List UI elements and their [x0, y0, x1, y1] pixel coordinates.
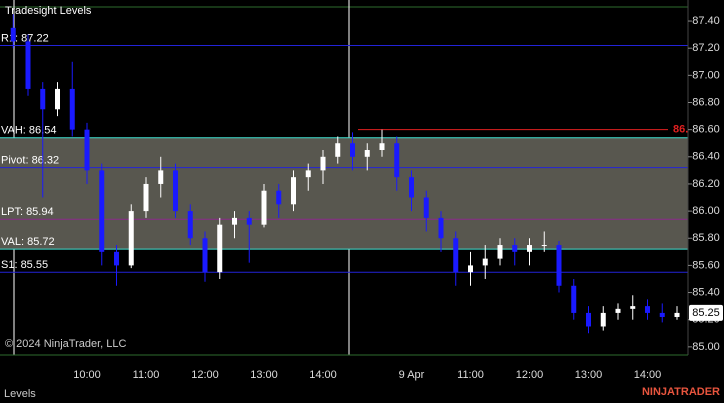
candle-body: [320, 156, 326, 171]
candle-body: [291, 177, 296, 205]
candle-body: [541, 245, 547, 247]
candle-body: [586, 312, 591, 327]
candle-body: [556, 245, 562, 286]
y-tick-label: 86.40: [692, 151, 720, 163]
candle-body: [645, 306, 650, 313]
candle-body: [674, 312, 680, 317]
candle-body: [143, 183, 149, 212]
y-tick-label: 87.40: [692, 15, 720, 27]
candle-body: [187, 211, 193, 239]
y-tick-label: 86.60: [692, 124, 720, 136]
candle-body: [217, 224, 223, 273]
y-tick-label: 87.00: [692, 69, 720, 81]
price-marker: [689, 304, 723, 321]
candle-body: [423, 197, 429, 218]
x-tick-label: 14:00: [634, 369, 662, 381]
x-tick-label: 10:00: [73, 369, 101, 381]
level-label: S1: 85.55: [1, 259, 48, 271]
candle-body: [600, 312, 606, 327]
candle-body: [350, 143, 355, 157]
x-tick-label: 11:00: [133, 369, 160, 381]
candle-body: [571, 285, 577, 313]
y-tick-label: 86.00: [692, 205, 720, 217]
candle-body: [25, 41, 31, 89]
candle-body: [364, 150, 370, 157]
plot-area: R1: 87.22 VAH: 86.54 Pivot: 86.32 LPT: 85.9…: [0, 0, 701, 355]
candle-body: [468, 265, 473, 273]
candle-body: [527, 245, 532, 252]
level-label: LPT: 85.94: [1, 206, 54, 218]
y-tick-label: 87.20: [692, 42, 720, 54]
x-tick-label: 13:00: [250, 369, 278, 381]
candle-body: [69, 88, 75, 130]
candle-body: [305, 170, 311, 178]
x-tick-label: 12:00: [516, 369, 544, 381]
y-tick-label: 85.80: [692, 232, 720, 244]
x-tick-label: 14:00: [309, 369, 337, 381]
x-tick-label: 11:00: [457, 369, 484, 381]
candle-body: [128, 211, 134, 266]
candle-body: [497, 245, 503, 259]
candle-body: [99, 170, 105, 252]
footer-label: Levels: [4, 388, 36, 400]
candle-body: [482, 258, 488, 266]
candle-body: [615, 308, 621, 313]
y-tick-label: 85.60: [692, 259, 720, 271]
candle-body: [630, 306, 636, 309]
candle-body: [246, 217, 252, 225]
candle-body: [276, 190, 282, 205]
candle-body: [202, 238, 208, 273]
candle-body: [409, 177, 414, 198]
x-tick-label: 12:00: [191, 369, 219, 381]
copyright: © 2024 NinjaTrader, LLC: [5, 338, 126, 350]
x-tick-label: 13:00: [575, 369, 603, 381]
chart-title: Tradesight Levels: [5, 5, 92, 17]
y-tick-label: 85.40: [692, 286, 720, 298]
candle-body: [173, 170, 178, 212]
logo: NINJATRADER: [642, 386, 720, 398]
candle-body: [512, 245, 518, 252]
y-tick-label: 86.20: [692, 178, 720, 190]
level-label: Pivot: 86.32: [1, 155, 59, 167]
candle-body: [40, 88, 46, 110]
level-label: VAH: 86.54: [1, 125, 56, 137]
candle-body: [10, 27, 16, 42]
level-label: VAL: 85.72: [1, 236, 55, 248]
candle-body: [158, 170, 164, 184]
candle-body: [335, 143, 341, 157]
value-area: [0, 137, 688, 250]
candle-body: [379, 143, 385, 151]
y-tick-label: 85.00: [692, 341, 720, 353]
candle-body: [84, 129, 90, 171]
candle-body: [438, 217, 444, 239]
alert-label: 86.60: [673, 124, 701, 136]
candle-body: [659, 312, 665, 317]
candle-body: [55, 88, 60, 110]
candle-body: [261, 190, 267, 225]
candle-body: [232, 217, 237, 225]
candle-body: [453, 238, 459, 273]
level-label: R1: 87.22: [1, 32, 49, 44]
x-tick-label: 9 Apr: [399, 369, 425, 381]
y-tick-label: 86.80: [692, 96, 720, 108]
candle-body: [394, 143, 400, 178]
candle-body: [114, 251, 119, 266]
price-marker-label: 85.25: [692, 307, 720, 319]
